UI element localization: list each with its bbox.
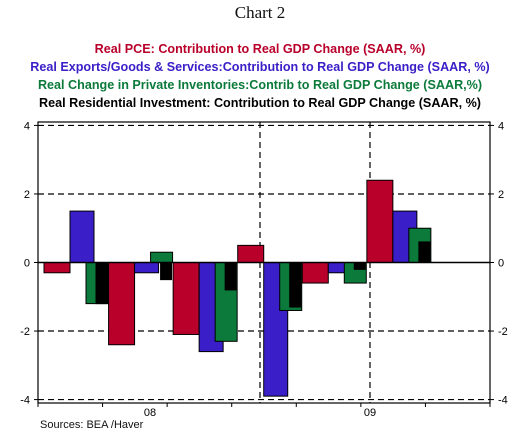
bar [134,262,160,274]
y-tick-label-left: 4 [24,120,30,132]
bar [69,210,95,264]
legend-entry-real-pce: Real PCE: Contribution to Real GDP Chang… [94,42,426,56]
y-tick-label-left: -4 [20,395,30,407]
legend-entry-residential-investment: Real Residential Investment: Contributio… [39,96,481,110]
y-tick-label-right: -4 [498,395,508,407]
bar [237,244,265,264]
y-tick-label-left: 0 [24,258,30,270]
x-tick-label: 09 [364,407,376,419]
y-tick-label-right: 0 [498,258,504,270]
y-tick-label-right: 2 [498,189,504,201]
y-tick-label-left: 2 [24,189,30,201]
bar [301,262,329,284]
bar [172,262,200,335]
bar [160,262,173,281]
source-note: Sources: BEA /Haver [40,419,144,431]
y-tick-label-right: -2 [498,326,508,338]
bar [353,262,366,270]
bar [418,241,431,264]
chart-title: Chart 2 [234,3,286,22]
legend-entry-real-exports: Real Exports/Goods & Services:Contributi… [30,60,490,74]
bar [289,262,302,308]
bar [95,262,108,305]
bar [43,262,71,274]
bar [224,262,237,291]
x-tick-label: 08 [144,407,156,419]
legend-entry-private-inventories: Real Change in Private Inventories:Contr… [37,78,483,92]
bar [150,251,174,264]
bar [366,179,394,264]
bar [108,262,136,346]
y-tick-label-left: -2 [20,326,30,338]
y-tick-label-right: 4 [498,120,504,132]
